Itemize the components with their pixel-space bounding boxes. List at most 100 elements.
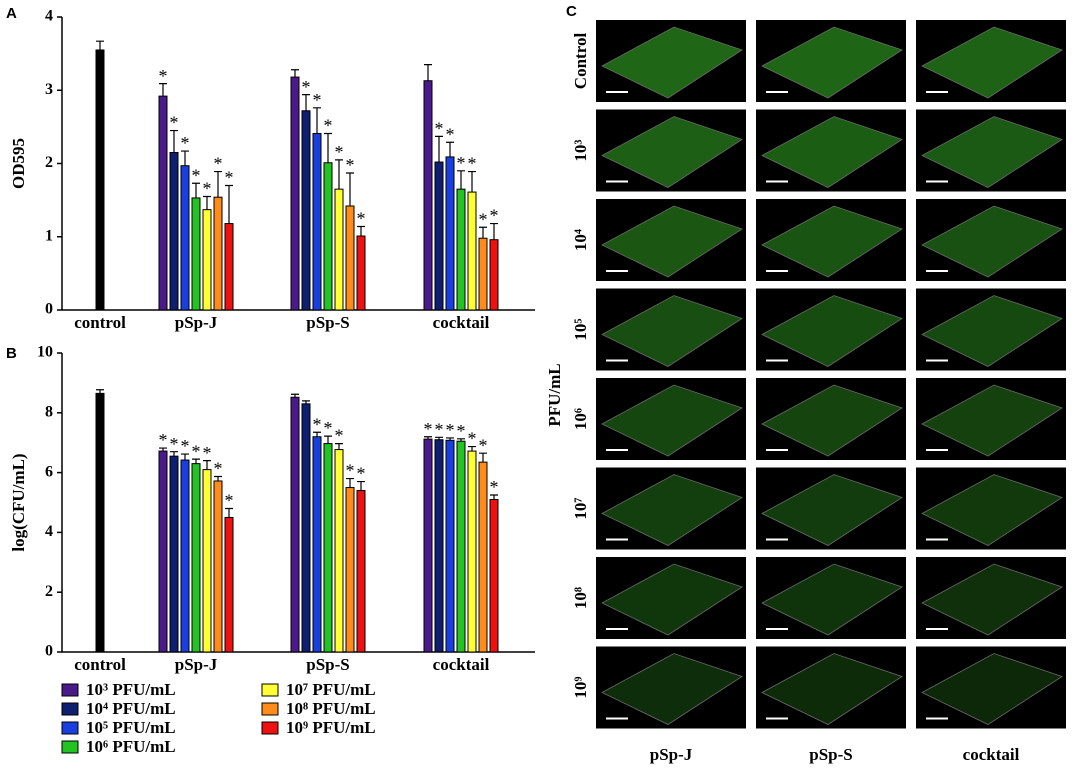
row-label: 10⁹: [571, 676, 590, 698]
significance-mark: *: [357, 209, 366, 229]
x-tick-label: control: [74, 655, 126, 674]
error-bar: [181, 453, 189, 461]
bar: [334, 449, 344, 653]
bar: [345, 487, 355, 653]
error-bar: [313, 431, 321, 437]
biofilm-surface: [601, 384, 743, 457]
bar: [169, 455, 179, 653]
micrograph: [756, 467, 906, 550]
micrograph: [916, 557, 1066, 639]
significance-mark: *: [490, 206, 499, 226]
micrograph: [756, 378, 906, 460]
legend-swatch: [261, 683, 279, 697]
bar: [202, 469, 212, 653]
bar: [95, 49, 105, 311]
biofilm-surface: [921, 116, 1063, 188]
y-axis-label: log(CFU/mL): [9, 453, 28, 551]
significance-mark: *: [357, 464, 366, 484]
micrograph: [596, 557, 746, 639]
error-bar: [435, 436, 443, 440]
y-tick-label: 2: [45, 583, 53, 600]
x-tick-label: control: [74, 313, 126, 332]
biofilm-surface: [761, 563, 903, 636]
y-tick-label: 4: [45, 8, 53, 25]
significance-mark: *: [424, 419, 433, 439]
y-tick-label: 6: [45, 463, 53, 480]
error-bar: [490, 494, 498, 500]
significance-mark: *: [490, 477, 499, 497]
x-tick-label: cocktail: [433, 655, 490, 674]
biofilm-surface: [921, 474, 1063, 546]
bar: [180, 165, 190, 311]
significance-mark: *: [159, 66, 168, 86]
error-bar: [291, 69, 299, 78]
bar: [434, 161, 444, 311]
biofilm-surface: [921, 653, 1063, 725]
significance-mark: *: [446, 124, 455, 144]
error-bar: [159, 447, 167, 452]
bar: [478, 461, 488, 653]
y-axis-label: OD595: [9, 138, 28, 189]
biofilm-surface: [921, 295, 1063, 367]
bar: [290, 396, 300, 653]
error-bar: [214, 475, 222, 481]
x-tick-label: pSp-J: [175, 313, 218, 332]
error-bar: [214, 170, 222, 198]
panel-label: A: [6, 5, 17, 22]
micrograph: [916, 378, 1066, 460]
significance-mark: *: [468, 154, 477, 174]
bar: [456, 188, 466, 311]
bar: [158, 95, 168, 311]
bar: [423, 80, 433, 311]
error-bar: [346, 172, 354, 206]
error-bar: [291, 393, 299, 398]
biofilm-surface: [601, 295, 743, 367]
bar: [467, 450, 477, 653]
biofilm-surface: [761, 205, 903, 278]
error-bar: [96, 389, 104, 394]
error-bar: [192, 182, 200, 198]
y-tick-label: 0: [45, 301, 53, 318]
bar: [213, 480, 223, 653]
significance-mark: *: [324, 418, 333, 438]
micrograph: [596, 646, 746, 729]
error-bar: [335, 159, 343, 190]
bar: [224, 223, 234, 311]
significance-mark: *: [170, 434, 179, 454]
legend-swatch: [61, 740, 79, 754]
error-bar: [490, 222, 498, 240]
bar: [323, 162, 333, 311]
significance-mark: *: [446, 420, 455, 440]
biofilm-surface: [601, 205, 743, 278]
x-tick-label: pSp-J: [175, 655, 218, 674]
bar: [356, 490, 366, 653]
biofilm-surface: [921, 563, 1063, 636]
error-bar: [313, 107, 321, 134]
biofilm-surface: [761, 295, 903, 367]
significance-mark: *: [313, 90, 322, 110]
panel-label: C: [566, 3, 577, 20]
error-bar: [435, 135, 443, 163]
row-label: 10⁷: [571, 497, 590, 519]
legend-label: 10⁸ PFU/mL: [286, 699, 376, 718]
error-bar: [446, 437, 454, 441]
significance-mark: *: [192, 441, 201, 461]
biofilm-surface: [921, 205, 1063, 278]
y-tick-label: 3: [45, 81, 53, 98]
bar: [180, 459, 190, 653]
error-bar: [192, 458, 200, 464]
significance-mark: *: [335, 426, 344, 446]
row-label: 10⁸: [571, 587, 590, 609]
significance-mark: *: [203, 443, 212, 463]
bar: [478, 237, 488, 311]
significance-mark: *: [181, 436, 190, 456]
x-tick-label: cocktail: [433, 313, 490, 332]
bar: [95, 392, 105, 653]
biofilm-surface: [761, 116, 903, 188]
significance-mark: *: [225, 168, 234, 188]
legend-label: 10⁶ PFU/mL: [86, 737, 176, 756]
significance-mark: *: [214, 154, 223, 174]
significance-mark: *: [170, 113, 179, 133]
significance-mark: *: [346, 155, 355, 175]
legend-label: 10⁹ PFU/mL: [286, 718, 376, 737]
